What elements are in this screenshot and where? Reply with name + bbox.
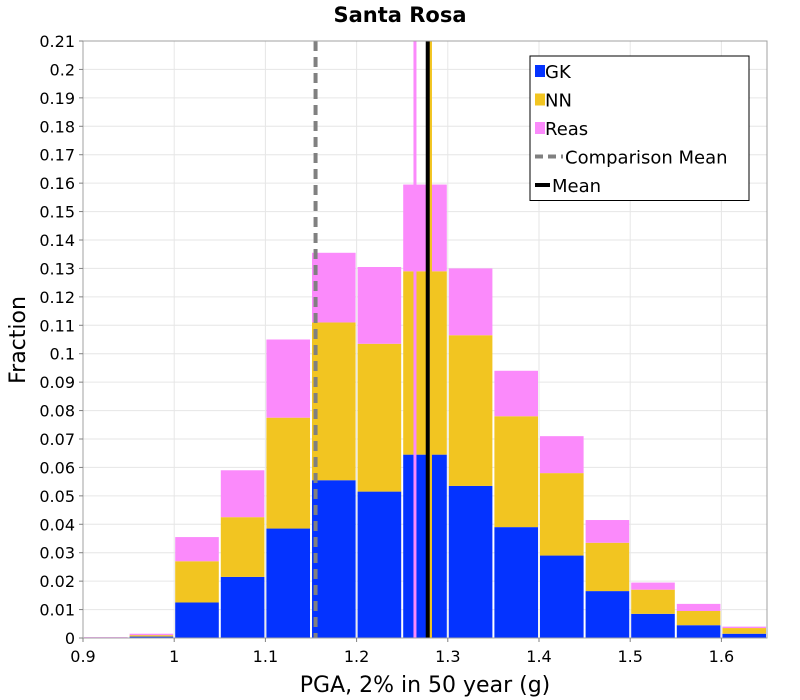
bar-reas-7 (403, 184, 447, 272)
bar-gk-9 (494, 527, 538, 638)
bar-gk-10 (540, 555, 584, 638)
x-tick-label: 1.2 (344, 647, 369, 666)
bar-reas-4 (266, 339, 310, 418)
bar-nn-6 (357, 343, 402, 492)
bar-reas-12 (631, 582, 675, 590)
y-tick-label: 0.08 (39, 402, 75, 421)
bar-gk-2 (175, 602, 219, 638)
x-axis-label: PGA, 2% in 50 year (g) (300, 673, 551, 698)
y-tick-label: 0.04 (39, 515, 75, 534)
x-tick-label: 1.6 (709, 647, 734, 666)
legend-label-mean: Mean (552, 176, 601, 197)
y-tick-label: 0.05 (39, 487, 75, 506)
bar-reas-6 (357, 267, 402, 344)
y-tick-label: 0.11 (39, 316, 75, 335)
y-tick-label: 0.15 (39, 203, 75, 222)
y-tick-label: 0.1 (50, 345, 75, 364)
y-tick-label: 0.01 (39, 601, 75, 620)
bar-gk-11 (585, 591, 630, 638)
bar-reas-8 (448, 268, 493, 336)
y-tick-label: 0.21 (39, 32, 75, 51)
legend-box (529, 55, 750, 201)
y-tick-label: 0.07 (39, 430, 75, 449)
bar-reas-3 (220, 470, 265, 518)
legend-label-nn: NN (545, 91, 572, 112)
y-tick-label: 0.18 (39, 117, 75, 136)
bar-reas-1 (129, 633, 174, 636)
y-tick-label: 0.06 (39, 458, 75, 477)
x-tick-label: 1.5 (617, 647, 642, 666)
bar-nn-7 (403, 271, 447, 455)
bar-nn-3 (220, 517, 265, 577)
bar-reas-11 (585, 520, 630, 543)
chart-title: Santa Rosa (333, 3, 466, 27)
bar-gk-13 (676, 625, 721, 638)
y-tick-label: 0.19 (39, 89, 75, 108)
bar-reas-9 (494, 370, 538, 417)
y-tick-label: 0.16 (39, 174, 75, 193)
bar-gk-3 (220, 576, 265, 638)
bar-nn-1 (129, 635, 174, 637)
legend-swatch-gk (535, 65, 545, 77)
bar-nn-5 (312, 322, 356, 481)
plot-frame (82, 40, 768, 639)
y-tick-label: 0.12 (39, 288, 75, 307)
bars-group (84, 184, 766, 638)
bar-reas-10 (540, 436, 584, 474)
y-tick-label: 0.02 (39, 572, 75, 591)
bar-gk-6 (357, 491, 402, 638)
legend-swatch-nn (535, 93, 545, 106)
bar-reas-13 (676, 603, 721, 611)
bar-nn-11 (585, 542, 630, 592)
bar-nn-10 (540, 473, 584, 556)
legend-label-reas: Reas (545, 119, 588, 140)
y-tick-label: 0.09 (39, 373, 75, 392)
legend-label-comparison-mean: Comparison Mean (565, 148, 728, 169)
axes-group: 0 0.01 0.02 0.03 0.04 0.05 0.06 0.07 0.08 0.09 0.1… (39, 32, 734, 666)
y-tick-label: 0 (65, 629, 75, 648)
bar-reas-5 (312, 252, 356, 323)
legend-label-gk: GK (545, 62, 572, 83)
x-tick-label: 0.9 (70, 647, 95, 666)
y-tick-label: 0.14 (39, 231, 75, 250)
bar-nn-8 (448, 335, 493, 486)
bar-nn-9 (494, 416, 538, 528)
bar-reas-2 (175, 537, 219, 562)
bar-gk-8 (448, 485, 493, 638)
bar-gk-7 (403, 454, 447, 638)
x-tick-label: 1.3 (435, 647, 460, 666)
bar-gk-4 (266, 528, 310, 638)
bar-gk-12 (631, 613, 675, 638)
y-tick-label: 0.2 (50, 60, 75, 79)
bar-nn-12 (631, 589, 675, 614)
bar-nn-14 (722, 628, 766, 634)
bar-nn-2 (175, 561, 219, 603)
vertical-lines-group (313, 41, 432, 638)
y-tick-label: 0.13 (39, 259, 75, 278)
x-tick-label: 1.1 (253, 647, 278, 666)
legend-swatch-reas (535, 122, 545, 134)
bar-reas-14 (722, 626, 766, 629)
y-tick-label: 0.17 (39, 146, 75, 165)
y-tick-label: 0.03 (39, 544, 75, 563)
bar-nn-4 (266, 417, 310, 529)
bar-gk-1 (129, 636, 174, 638)
bar-nn-13 (676, 610, 721, 626)
x-tick-label: 1.4 (526, 647, 551, 666)
bar-gk-14 (722, 633, 766, 638)
bar-gk-5 (312, 480, 356, 638)
x-tick-label: 1 (169, 647, 179, 666)
legend: GK NN Reas Comparison Mean Mean (529, 55, 750, 201)
y-axis-label: Fraction (6, 296, 31, 384)
